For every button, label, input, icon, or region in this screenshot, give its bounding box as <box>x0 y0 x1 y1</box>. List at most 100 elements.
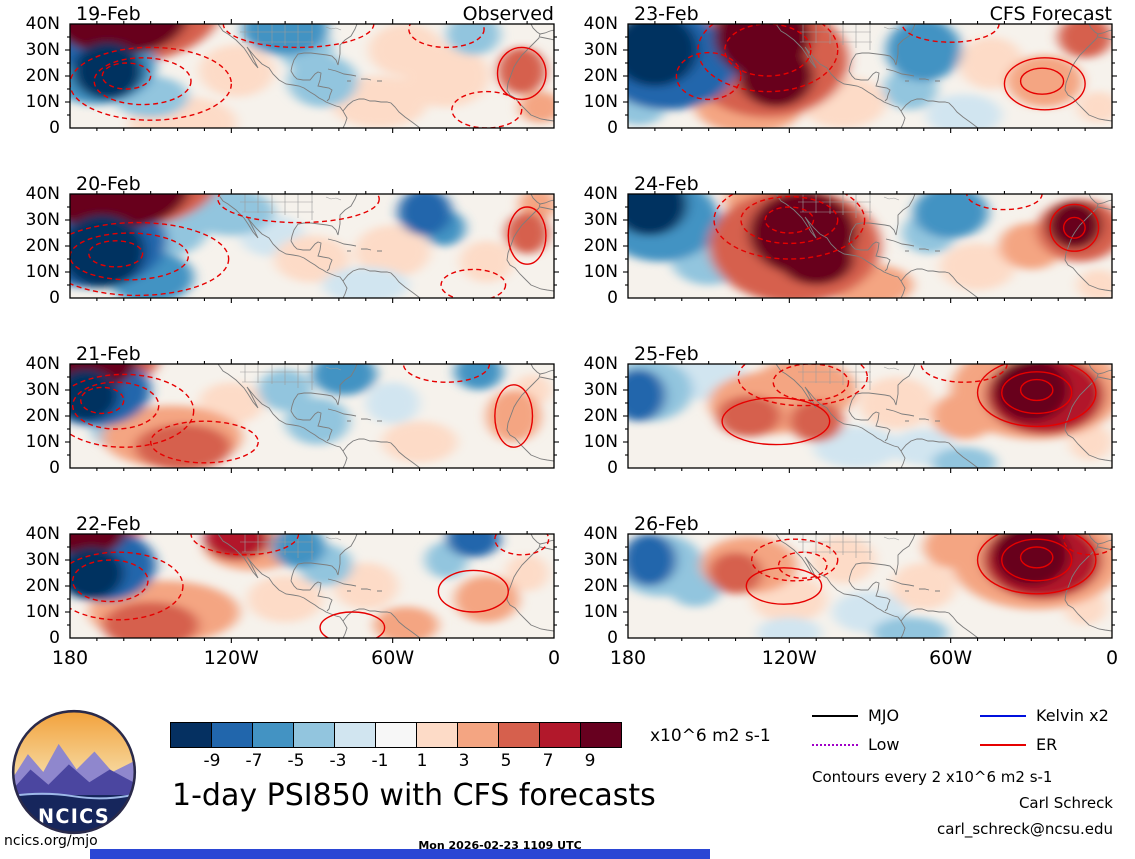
lat-tick-label: 40N <box>583 524 618 544</box>
lat-tick-label: 0 <box>607 288 618 308</box>
colorbar: -9 -7 -5 -3 -1 1 3 5 7 9 <box>170 722 632 772</box>
lon-tick-label: 120W <box>203 647 259 669</box>
lat-tick-label: 20N <box>583 236 618 256</box>
map-25-feb <box>623 359 1117 473</box>
panel-map-area: 40N 30N 20N 10N 0 <box>26 14 559 138</box>
legend-line <box>812 714 858 717</box>
lat-tick-label: 30N <box>583 40 618 60</box>
map-20-feb <box>65 189 559 303</box>
lat-tick-label: 0 <box>607 628 618 648</box>
panel-date: 25-Feb <box>634 343 699 365</box>
colorbar-cells <box>170 722 632 748</box>
panel-date: 26-Feb <box>634 513 699 535</box>
lat-tick-label: 40N <box>583 14 618 34</box>
lat-tick-label: 40N <box>25 14 60 34</box>
colorbar-cell <box>416 722 458 748</box>
lon-tick-label: 60W <box>929 647 973 669</box>
colorbar-tick-label: -9 <box>203 751 221 771</box>
lat-tick-label: 10N <box>25 262 60 282</box>
lat-tick-label: 0 <box>49 458 60 478</box>
colorbar-tick-label: 1 <box>416 751 428 771</box>
lon-axis-observed: 180 120W 60W 0 <box>0 647 560 675</box>
lon-tick-label: 180 <box>51 647 89 669</box>
site-note: ncics.org/mjo <box>4 833 98 849</box>
legend-item-kelvin-x2: Kelvin x2 <box>980 706 1135 725</box>
colorbar-tick-label: -1 <box>371 751 389 771</box>
panel-row-19-feb: 19-Feb Observed 40N 30N 20N 10N 0 <box>0 2 560 170</box>
lat-tick-label: 0 <box>49 118 60 138</box>
logo-text: NCICS <box>38 805 110 828</box>
lat-tick-label: 20N <box>583 576 618 596</box>
panel-header: 23-Feb CFS Forecast <box>628 2 1112 24</box>
lat-tick-label: 20N <box>25 66 60 86</box>
legend-label: ER <box>1036 735 1058 754</box>
colorbar-cell <box>375 722 417 748</box>
legend-line <box>980 714 1026 717</box>
colorbar-cell <box>539 722 581 748</box>
legend-label: Low <box>868 735 900 754</box>
lat-tick-label: 10N <box>583 432 618 452</box>
lat-tick-label: 0 <box>607 118 618 138</box>
lat-tick-label: 0 <box>49 628 60 648</box>
colorbar-tick-label: 9 <box>584 751 596 771</box>
lat-tick-label: 0 <box>607 458 618 478</box>
lat-tick-label: 40N <box>25 524 60 544</box>
lat-tick-label: 30N <box>583 550 618 570</box>
colorbar-cell <box>457 722 499 748</box>
legend: MJO Kelvin x2 Low ER <box>812 706 1135 754</box>
panel-row-23-feb: 23-Feb CFS Forecast 40N 30N 20N 10N 0 <box>558 2 1118 170</box>
footer-bar <box>90 849 710 859</box>
lat-tick-label: 40N <box>25 184 60 204</box>
lon-tick-label: 120W <box>761 647 817 669</box>
colorbar-tick-label: -7 <box>245 751 263 771</box>
lon-axis-forecast: 180 120W 60W 0 <box>558 647 1118 675</box>
panel-header: 21-Feb <box>70 342 554 364</box>
lat-tick-label: 20N <box>583 406 618 426</box>
panel-map-area: 40N 30N 20N 10N 0 <box>584 14 1117 138</box>
lat-tick-label: 10N <box>25 432 60 452</box>
colorbar-tick-label: 3 <box>458 751 470 771</box>
lat-tick-label: 20N <box>25 236 60 256</box>
lat-tick-label: 10N <box>583 602 618 622</box>
colorbar-units: x10^6 m2 s-1 <box>650 726 771 746</box>
lat-tick-label: 30N <box>25 40 60 60</box>
panel-header: 20-Feb <box>70 172 554 194</box>
panel-map-area: 40N 30N 20N 10N 0 <box>584 354 1117 478</box>
legend-item-er: ER <box>980 735 1135 754</box>
panel-map-area: 40N 30N 20N 10N 0 <box>584 184 1117 308</box>
panel-row-24-feb: 24-Feb 40N 30N 20N 10N 0 <box>558 172 1118 340</box>
map-19-feb <box>65 19 559 133</box>
colorbar-cell <box>498 722 540 748</box>
column-title: Observed <box>462 3 554 25</box>
colorbar-tick-label: 7 <box>542 751 554 771</box>
panel-map-area: 40N 30N 20N 10N 0 <box>26 354 559 478</box>
lon-tick-label: 60W <box>371 647 415 669</box>
panel-map-area: 40N 30N 20N 10N 0 <box>26 184 559 308</box>
lat-tick-label: 40N <box>583 184 618 204</box>
panel-header: 22-Feb <box>70 512 554 534</box>
panel-date: 20-Feb <box>76 173 141 195</box>
lon-tick-label: 0 <box>1105 647 1119 669</box>
observed-column: 19-Feb Observed 40N 30N 20N 10N 0 20-Feb 40N 30N 2… <box>0 0 560 680</box>
panel-date: 22-Feb <box>76 513 141 535</box>
lat-tick-label: 0 <box>49 288 60 308</box>
lat-tick-label: 10N <box>583 262 618 282</box>
ncics-logo: NCICS <box>11 709 137 835</box>
lat-tick-label: 30N <box>25 210 60 230</box>
legend-line <box>812 743 858 746</box>
panel-row-26-feb: 26-Feb 40N 30N 20N 10N 0 <box>558 512 1118 680</box>
colorbar-tick-label: -5 <box>287 751 305 771</box>
legend-line <box>980 743 1026 746</box>
panel-row-22-feb: 22-Feb 40N 30N 20N 10N 0 <box>0 512 560 680</box>
column-title: CFS Forecast <box>989 3 1112 25</box>
map-22-feb <box>65 529 559 643</box>
lat-tick-label: 30N <box>25 550 60 570</box>
legend-label: MJO <box>868 706 900 725</box>
panel-header: 26-Feb <box>628 512 1112 534</box>
lat-tick-label: 40N <box>583 354 618 374</box>
lat-tick-label: 40N <box>25 354 60 374</box>
lat-tick-label: 20N <box>583 66 618 86</box>
figure-title: 1-day PSI850 with CFS forecasts <box>172 778 656 813</box>
lat-tick-label: 30N <box>583 380 618 400</box>
panel-header: 25-Feb <box>628 342 1112 364</box>
